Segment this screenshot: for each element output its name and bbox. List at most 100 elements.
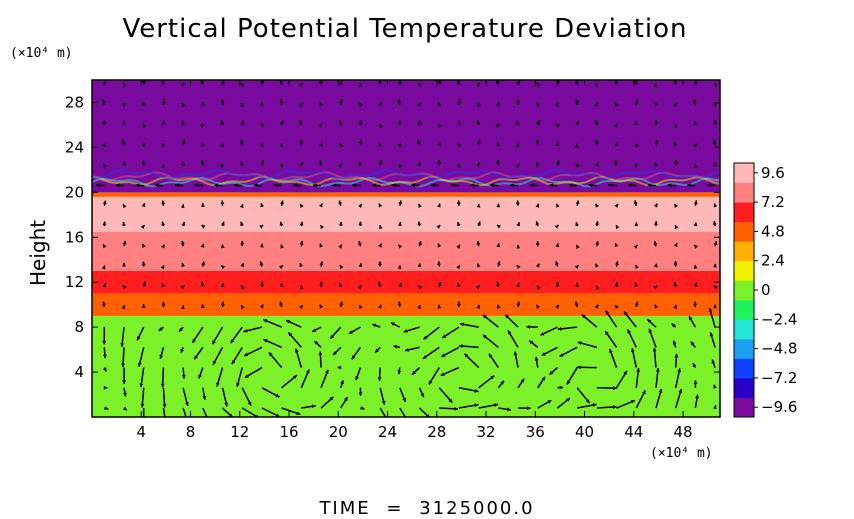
wind-vector (102, 347, 107, 359)
wind-vector-head (594, 120, 599, 125)
wind-vector (441, 346, 460, 358)
wind-vector-head (457, 120, 461, 125)
wind-vector (319, 224, 324, 230)
wind-vector-head (713, 285, 718, 290)
wind-vector (261, 407, 281, 417)
wind-vector-head (122, 204, 127, 209)
wind-vector-head (318, 203, 323, 208)
wind-vector-head (397, 370, 402, 375)
wind-vector-head (181, 161, 186, 166)
wind-vector (182, 407, 187, 417)
wind-vector-head (708, 308, 713, 313)
wind-vector-head (279, 99, 284, 104)
wind-vector (652, 347, 657, 368)
wind-vector (240, 262, 245, 268)
wind-vector (348, 326, 361, 335)
wind-vector (155, 183, 164, 188)
wind-vector-head (299, 221, 304, 226)
wind-vector (121, 305, 126, 310)
colorbar-tick-label: −9.6 (761, 398, 797, 416)
wind-vector (180, 305, 185, 310)
wind-vector (634, 282, 639, 287)
wind-vector (358, 161, 363, 167)
wind-vector (438, 387, 453, 404)
wind-vector (693, 222, 698, 227)
x-tick-label: 28 (427, 423, 446, 441)
wind-vector (181, 262, 185, 267)
wind-vector-head (198, 374, 202, 379)
wind-vector (540, 326, 558, 336)
wind-vector (160, 265, 165, 270)
wind-vector (713, 384, 717, 389)
wind-vector-head (457, 164, 462, 168)
wind-vector (358, 139, 363, 146)
wind-vector-head (122, 161, 126, 166)
x-tick-label: 8 (186, 423, 196, 441)
wind-vector-head (556, 203, 560, 208)
wind-vector-head (706, 183, 711, 188)
wind-vector (300, 369, 310, 389)
wind-vector (122, 262, 126, 267)
wind-vector-head (559, 353, 564, 357)
wind-vector (158, 326, 164, 332)
wind-vector (357, 285, 362, 290)
wind-vector (614, 282, 619, 287)
wind-vector (279, 80, 284, 86)
wind-vector-head (279, 265, 283, 270)
wind-vector-head (654, 120, 658, 124)
wind-vector (141, 261, 146, 267)
wind-vector (569, 183, 578, 188)
wind-vector-head (263, 339, 268, 343)
wind-vector-head (121, 363, 126, 368)
wind-vector (693, 99, 697, 105)
wind-vector-head (161, 221, 166, 226)
wind-vector-head (690, 341, 695, 346)
wind-vector-head (358, 139, 363, 144)
wind-vector-head (200, 80, 205, 84)
wind-vector-head (635, 265, 639, 270)
wind-vector (374, 346, 381, 354)
wind-vector-head (122, 240, 127, 245)
wind-vector (575, 163, 580, 168)
wind-vector-head (709, 332, 714, 337)
wind-vector-head (476, 162, 481, 167)
wind-vector (198, 367, 204, 379)
wind-vector-head (595, 263, 599, 268)
wind-vector (654, 162, 658, 167)
wind-vector-head (516, 244, 521, 249)
wind-vector (604, 330, 618, 348)
wind-vector (537, 399, 552, 409)
wind-vector-shaft (182, 407, 187, 417)
wind-vector-head (240, 161, 245, 166)
wind-vector (318, 351, 323, 368)
colorbar-swatch (734, 358, 754, 379)
wind-vector (200, 101, 205, 106)
wind-vector-head (298, 103, 303, 108)
wind-vector-head (549, 183, 553, 188)
wind-vector (161, 99, 166, 105)
wind-vector-head (403, 329, 408, 333)
wind-vector (312, 183, 322, 188)
wind-vector (535, 139, 540, 146)
wind-vector-head (292, 375, 297, 379)
wind-vector (411, 367, 421, 376)
wind-vector-head (377, 377, 382, 381)
wind-vector (475, 82, 481, 88)
wind-vector (181, 120, 185, 126)
wind-vector (358, 263, 363, 268)
wind-vector (378, 243, 383, 248)
wind-vector-head (673, 80, 678, 84)
wind-vector-head (102, 81, 107, 86)
wind-vector (458, 403, 479, 409)
wind-vector (161, 221, 166, 227)
wind-vector-head (634, 121, 639, 126)
wind-vector-head (654, 304, 659, 309)
wind-vector (358, 120, 363, 126)
wind-vector (338, 80, 343, 85)
wind-vector-head (456, 265, 460, 270)
wind-vector (417, 162, 422, 166)
wind-vector (358, 240, 362, 247)
wind-vector (458, 387, 479, 393)
wind-vector (436, 224, 441, 229)
